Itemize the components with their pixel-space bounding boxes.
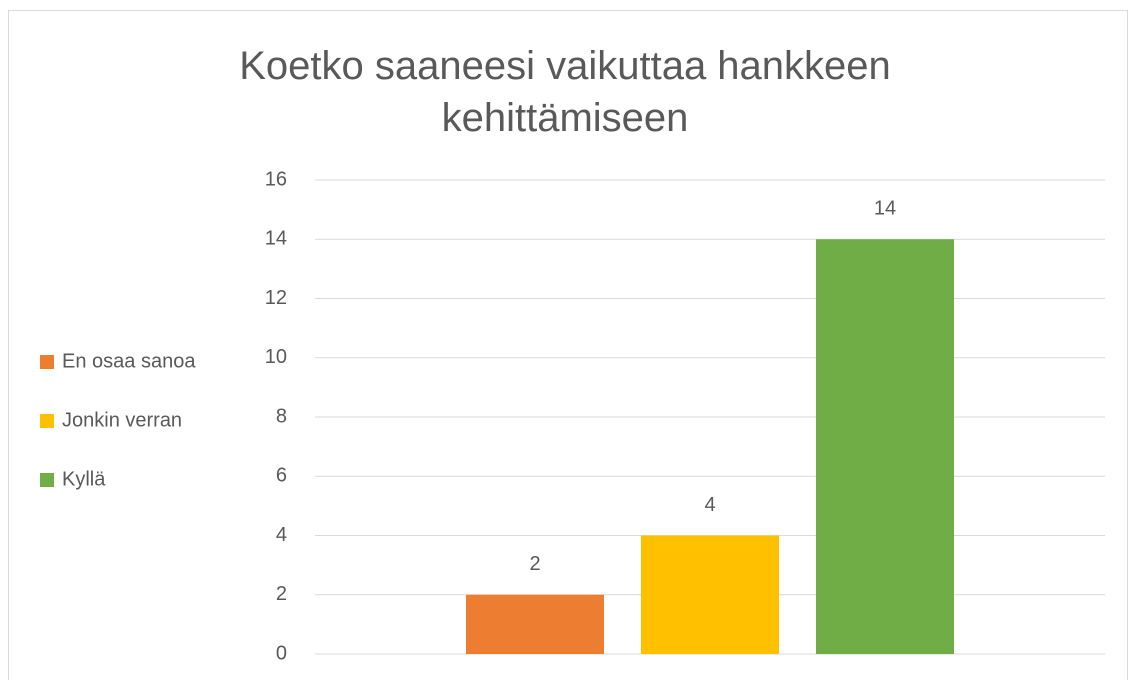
bar: [816, 239, 954, 654]
data-label: 2: [529, 553, 540, 575]
chart-title: Koetko saaneesi vaikuttaa hankkeen kehit…: [239, 44, 891, 140]
bar: [466, 594, 604, 654]
y-tick-label: 16: [265, 168, 287, 190]
legend-label: En osaa sanoa: [62, 350, 196, 372]
y-tick-label: 14: [265, 228, 287, 250]
y-tick-label: 0: [276, 642, 287, 664]
data-label: 14: [874, 198, 896, 220]
bar: [641, 535, 779, 654]
legend-label: Kyllä: [62, 468, 106, 490]
legend-swatch: [40, 414, 54, 428]
legend-swatch: [40, 473, 54, 487]
y-tick-label: 10: [265, 346, 287, 368]
legend-label: Jonkin verran: [62, 409, 182, 431]
y-tick-label: 2: [276, 583, 287, 605]
y-tick-label: 8: [276, 405, 287, 427]
y-tick-label: 4: [276, 524, 287, 546]
data-label: 4: [704, 494, 715, 516]
chart-border: [8, 10, 1128, 680]
legend-swatch: [40, 355, 54, 369]
y-tick-label: 12: [265, 287, 287, 309]
y-tick-label: 6: [276, 465, 287, 487]
